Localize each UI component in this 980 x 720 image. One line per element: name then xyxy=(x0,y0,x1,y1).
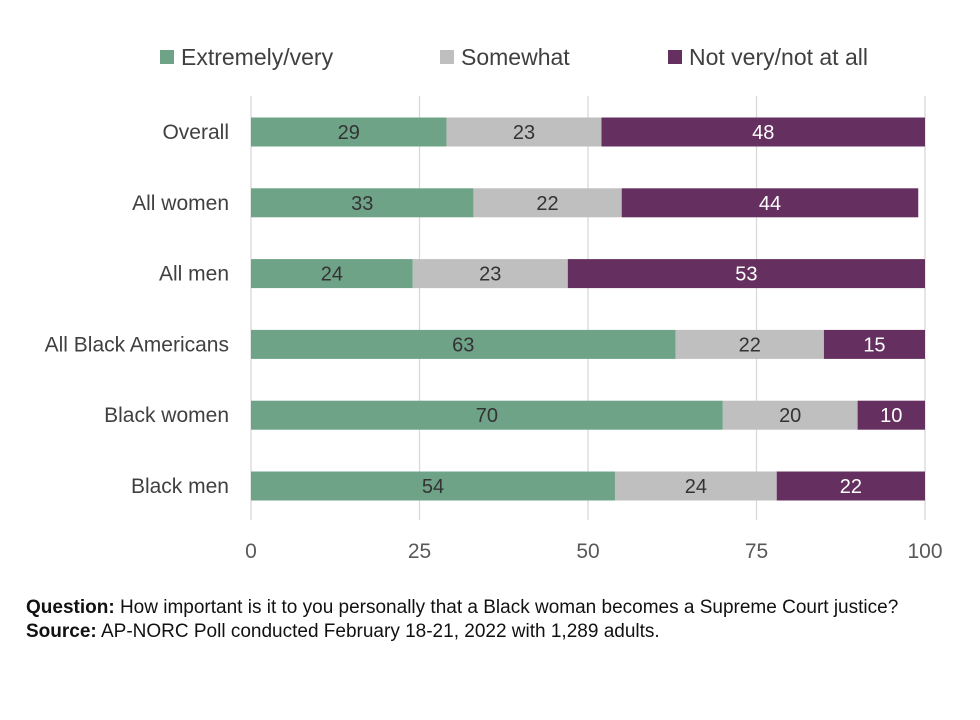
bar-segment xyxy=(251,117,447,147)
data-label: 22 xyxy=(739,334,761,356)
bar-segment xyxy=(567,259,925,289)
category-label: Black men xyxy=(131,475,229,498)
x-tick-label: 50 xyxy=(576,540,599,563)
data-label: 10 xyxy=(880,405,902,427)
bar-segment xyxy=(614,471,777,501)
question-note: Question: How important is it to you per… xyxy=(26,596,956,620)
data-label: 24 xyxy=(685,476,707,498)
data-label: 48 xyxy=(752,122,774,144)
question-text: How important is it to you personally th… xyxy=(114,597,899,618)
data-label: 63 xyxy=(452,334,474,356)
bar-segment xyxy=(251,471,615,501)
source-note: Source: AP-NORC Poll conducted February … xyxy=(26,620,956,644)
data-label: 44 xyxy=(759,193,781,215)
data-label: 22 xyxy=(840,476,862,498)
data-label: 70 xyxy=(476,405,498,427)
data-label: 29 xyxy=(338,122,360,144)
legend: Extremely/very Somewhat Not very/not at al… xyxy=(160,44,868,70)
gridlines xyxy=(250,96,926,520)
legend-label: Not very/not at all xyxy=(689,44,868,70)
legend-swatch xyxy=(160,50,174,64)
category-label: All Black Americans xyxy=(45,333,229,356)
bar-segment xyxy=(776,471,925,501)
category-label: Overall xyxy=(162,121,229,144)
bar-segment xyxy=(823,329,925,359)
bar-segment xyxy=(473,188,622,218)
category-labels: Overall All women All men All Black America… xyxy=(45,121,229,498)
bar-segment xyxy=(675,329,824,359)
bar-segment xyxy=(446,117,602,147)
category-label: All women xyxy=(132,192,229,215)
bar-segment xyxy=(857,400,925,430)
legend-swatch xyxy=(440,50,454,64)
bar-segment xyxy=(601,117,925,147)
data-label: 33 xyxy=(351,193,373,215)
data-label: 15 xyxy=(863,334,885,356)
data-label: 24 xyxy=(321,264,343,286)
stacked-bar-chart: Extremely/very Somewhat Not very/not at al… xyxy=(45,44,943,563)
x-tick-label: 100 xyxy=(907,540,942,563)
data-label: 20 xyxy=(779,405,801,427)
data-label: 23 xyxy=(513,122,535,144)
bar-segment xyxy=(412,259,568,289)
data-label: 53 xyxy=(735,264,757,286)
bar-segment xyxy=(251,329,676,359)
bar-segment xyxy=(251,188,474,218)
category-label: Black women xyxy=(104,404,229,427)
legend-swatch xyxy=(668,50,682,64)
category-label: All men xyxy=(159,263,229,286)
x-tick-label: 0 xyxy=(245,540,257,563)
x-tick-label: 25 xyxy=(408,540,431,563)
x-tick-label: 75 xyxy=(745,540,768,563)
legend-label: Extremely/very xyxy=(181,44,334,70)
bar-segment xyxy=(251,259,413,289)
source-label: Source: xyxy=(26,621,97,642)
bar-segment xyxy=(251,400,723,430)
bars: 29 23 48 33 22 44 24 23 53 63 22 15 70 20 10 54 24 22 xyxy=(251,117,925,501)
chart-notes: Question: How important is it to you per… xyxy=(26,596,956,644)
data-label: 23 xyxy=(479,264,501,286)
data-label: 22 xyxy=(536,193,558,215)
bar-segment xyxy=(722,400,858,430)
source-text: AP-NORC Poll conducted February 18-21, 2… xyxy=(96,621,660,642)
question-label: Question: xyxy=(26,597,115,618)
legend-label: Somewhat xyxy=(461,44,570,70)
data-label: 54 xyxy=(422,476,444,498)
bar-segment xyxy=(621,188,919,218)
x-axis-ticks: 0 25 50 75 100 xyxy=(245,540,942,563)
